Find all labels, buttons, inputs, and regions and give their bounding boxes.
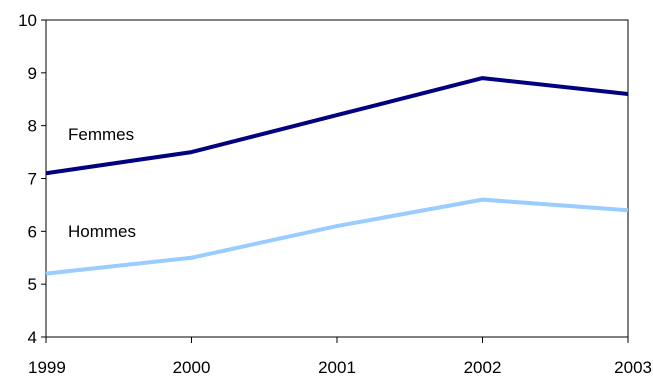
- x-axis: 1999 2000 2001 2002 2003: [28, 337, 652, 377]
- y-tick-label: 4: [28, 328, 37, 347]
- y-tick-label: 9: [28, 64, 37, 83]
- y-tick-label: 5: [28, 275, 37, 294]
- series-label-hommes: Hommes: [68, 222, 136, 241]
- y-axis: 4 5 6 7 8 9 10: [18, 11, 46, 347]
- y-tick-label: 8: [28, 117, 37, 136]
- x-tick-label: 2000: [173, 358, 211, 377]
- x-tick-label: 1999: [28, 358, 66, 377]
- series-line-hommes: [45, 197, 629, 276]
- plot-area-frame: [45, 19, 629, 338]
- series-label-femmes: Femmes: [68, 125, 134, 144]
- series-lines: [45, 76, 629, 276]
- x-tick-label: 2003: [614, 358, 652, 377]
- y-tick-label: 10: [18, 11, 37, 30]
- y-tick-label: 7: [28, 170, 37, 189]
- y-tick-label: 6: [28, 222, 37, 241]
- series-line-femmes: [45, 76, 629, 176]
- x-tick-label: 2002: [464, 358, 502, 377]
- x-tick-label: 2001: [318, 358, 356, 377]
